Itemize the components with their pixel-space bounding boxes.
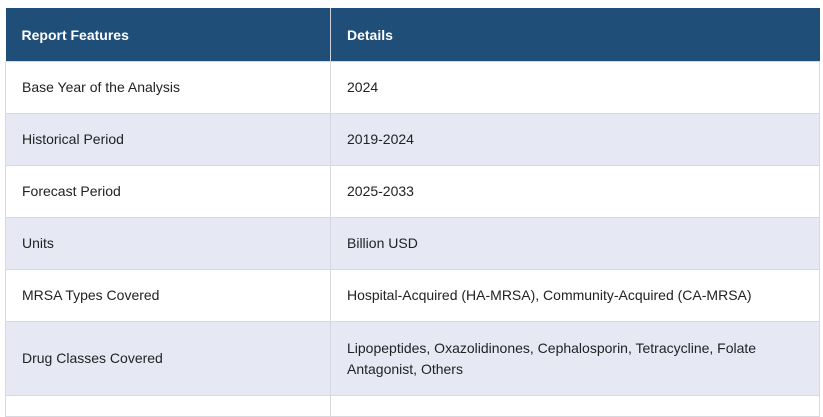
row-feature-cell: Drug Classes Covered [5,321,331,396]
row-details-cell-empty [330,395,820,417]
row-details-cell: Hospital-Acquired (HA-MRSA), Community-A… [330,269,820,322]
table-row: Base Year of the Analysis 2024 [5,61,820,114]
header-details: Details [330,8,820,62]
row-feature-cell: Historical Period [5,113,331,166]
row-details-cell: Billion USD [330,217,820,270]
row-feature-cell: MRSA Types Covered [5,269,331,322]
table-row-partial [5,395,820,417]
table-row: Units Billion USD [5,217,820,270]
row-details-cell: Lipopeptides, Oxazolidinones, Cephalospo… [330,321,820,396]
table-row: Forecast Period 2025-2033 [5,165,820,218]
row-feature-cell: Units [5,217,331,270]
header-report-features: Report Features [5,8,331,62]
row-details-cell: 2019-2024 [330,113,820,166]
table-row: Drug Classes Covered Lipopeptides, Oxazo… [5,321,820,396]
report-features-table-container: Report Features Details Base Year of the… [5,8,820,417]
report-features-table: Report Features Details Base Year of the… [5,8,820,417]
row-feature-cell: Forecast Period [5,165,331,218]
table-row: Historical Period 2019-2024 [5,113,820,166]
row-details-cell: 2025-2033 [330,165,820,218]
table-header-row: Report Features Details [5,8,820,62]
row-feature-cell: Base Year of the Analysis [5,61,331,114]
table-row: MRSA Types Covered Hospital-Acquired (HA… [5,269,820,322]
row-details-cell: 2024 [330,61,820,114]
row-feature-cell-empty [5,395,331,417]
